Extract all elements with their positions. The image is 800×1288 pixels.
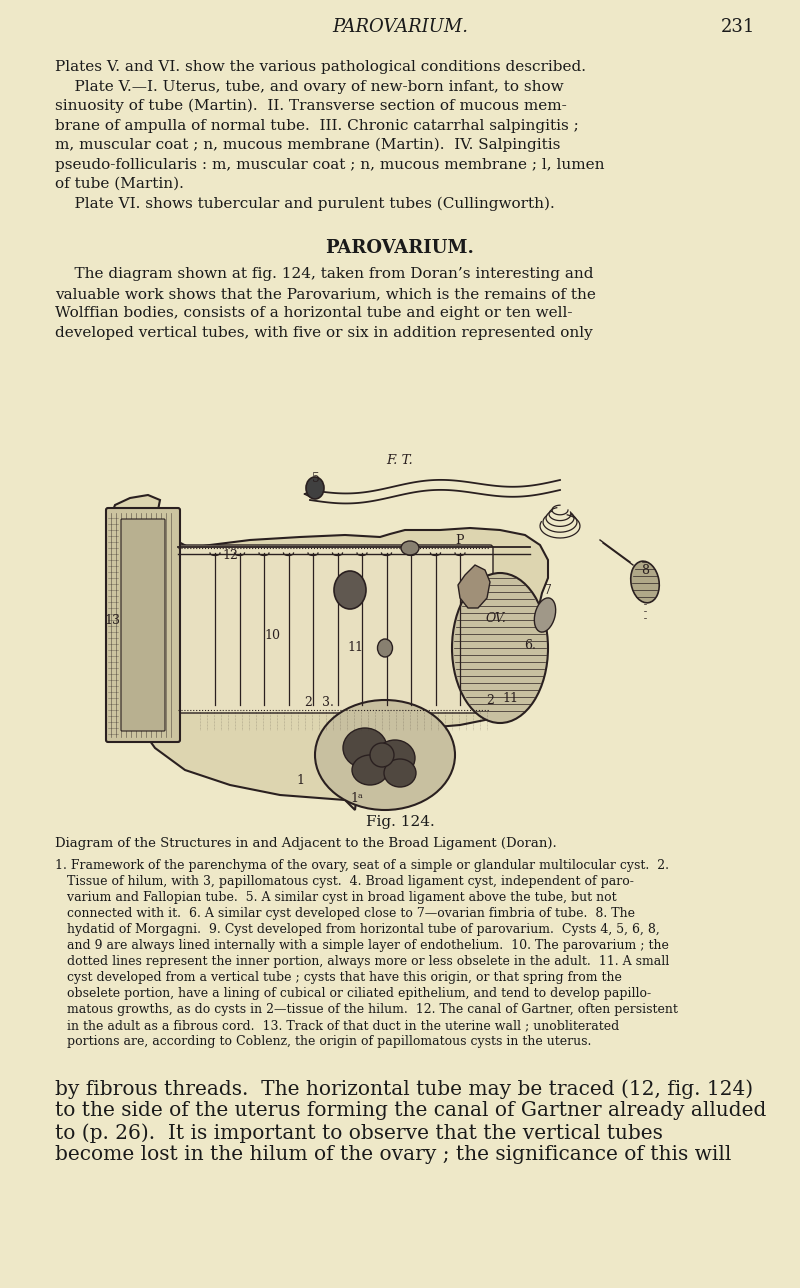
Ellipse shape <box>375 741 415 775</box>
Text: 6.: 6. <box>524 639 536 652</box>
Text: 2: 2 <box>304 696 312 708</box>
Text: m, muscular coat ; n, mucous membrane (Martin).  IV. Salpingitis: m, muscular coat ; n, mucous membrane (M… <box>55 138 560 152</box>
Polygon shape <box>110 495 548 810</box>
Text: 12: 12 <box>222 549 238 562</box>
Text: 231: 231 <box>721 18 755 36</box>
Ellipse shape <box>370 743 394 766</box>
Text: 10: 10 <box>264 629 280 641</box>
Text: Plate V.—I. Uterus, tube, and ovary of new-born infant, to show: Plate V.—I. Uterus, tube, and ovary of n… <box>55 80 564 94</box>
Ellipse shape <box>306 477 324 498</box>
Text: to the side of the uterus forming the canal of Gartner already alluded: to the side of the uterus forming the ca… <box>55 1101 766 1121</box>
Text: pseudo-follicularis : m, muscular coat ; n, mucous membrane ; l, lumen: pseudo-follicularis : m, muscular coat ;… <box>55 157 605 171</box>
Text: 1ᵃ: 1ᵃ <box>350 792 363 805</box>
Text: F. T.: F. T. <box>386 453 414 466</box>
Text: Plates V. and VI. show the various pathological conditions described.: Plates V. and VI. show the various patho… <box>55 61 586 73</box>
Ellipse shape <box>378 639 393 657</box>
Text: developed vertical tubes, with five or six in addition represented only: developed vertical tubes, with five or s… <box>55 326 593 340</box>
Text: by fibrous threads.  The horizontal tube may be traced (12, fig. 124): by fibrous threads. The horizontal tube … <box>55 1079 753 1099</box>
Text: 8: 8 <box>641 564 649 577</box>
Text: PAROVARIUM.: PAROVARIUM. <box>326 240 474 258</box>
Ellipse shape <box>343 728 387 768</box>
Text: dotted lines represent the inner portion, always more or less obselete in the ad: dotted lines represent the inner portion… <box>55 954 670 969</box>
Text: 7: 7 <box>544 583 552 596</box>
Text: 11: 11 <box>502 692 518 705</box>
Ellipse shape <box>352 755 388 784</box>
Text: matous growths, as do cysts in 2—tissue of the hilum.  12. The canal of Gartner,: matous growths, as do cysts in 2—tissue … <box>55 1003 678 1016</box>
Text: to (p. 26).  It is important to observe that the vertical tubes: to (p. 26). It is important to observe t… <box>55 1123 663 1142</box>
Ellipse shape <box>315 699 455 810</box>
Text: varium and Fallopian tube.  5. A similar cyst in broad ligament above the tube, : varium and Fallopian tube. 5. A similar … <box>55 891 617 904</box>
Ellipse shape <box>630 562 659 603</box>
Ellipse shape <box>452 573 548 723</box>
Text: Diagram of the Structures in and Adjacent to the Broad Ligament (Doran).: Diagram of the Structures in and Adjacen… <box>55 837 557 850</box>
Text: Plate VI. shows tubercular and purulent tubes (Cullingworth).: Plate VI. shows tubercular and purulent … <box>55 197 554 211</box>
Ellipse shape <box>534 598 556 632</box>
Text: 11: 11 <box>347 640 363 653</box>
Text: hydatid of Morgagni.  9. Cyst developed from horizontal tube of parovarium.  Cys: hydatid of Morgagni. 9. Cyst developed f… <box>55 923 660 936</box>
Polygon shape <box>458 565 490 608</box>
Text: in the adult as a fibrous cord.  13. Track of that duct in the uterine wall ; un: in the adult as a fibrous cord. 13. Trac… <box>55 1019 619 1032</box>
Text: Wolffian bodies, consists of a horizontal tube and eight or ten well-: Wolffian bodies, consists of a horizonta… <box>55 307 573 321</box>
Text: of tube (Martin).: of tube (Martin). <box>55 176 184 191</box>
Text: OV.: OV. <box>486 612 506 625</box>
Text: 3.: 3. <box>322 696 334 708</box>
Text: and 9 are always lined internally with a simple layer of endothelium.  10. The p: and 9 are always lined internally with a… <box>55 939 669 952</box>
Text: cyst developed from a vertical tube ; cysts that have this origin, or that sprin: cyst developed from a vertical tube ; cy… <box>55 971 622 984</box>
Ellipse shape <box>334 571 366 609</box>
Text: become lost in the hilum of the ovary ; the significance of this will: become lost in the hilum of the ovary ; … <box>55 1145 731 1164</box>
Ellipse shape <box>401 541 419 555</box>
FancyBboxPatch shape <box>175 545 493 714</box>
Text: connected with it.  6. A similar cyst developed close to 7—ovarian fimbria of tu: connected with it. 6. A similar cyst dev… <box>55 907 635 920</box>
Text: portions are, according to Coblenz, the origin of papillomatous cysts in the ute: portions are, according to Coblenz, the … <box>55 1036 591 1048</box>
Text: 2: 2 <box>486 693 494 707</box>
Ellipse shape <box>384 759 416 787</box>
Text: 5: 5 <box>312 471 320 484</box>
Text: sinuosity of tube (Martin).  II. Transverse section of mucous mem-: sinuosity of tube (Martin). II. Transver… <box>55 99 566 113</box>
Text: 13: 13 <box>104 613 120 626</box>
Text: Tissue of hilum, with 3, papillomatous cyst.  4. Broad ligament cyst, independen: Tissue of hilum, with 3, papillomatous c… <box>55 875 634 887</box>
Text: PAROVARIUM.: PAROVARIUM. <box>332 18 468 36</box>
Text: obselete portion, have a lining of cubical or ciliated epithelium, and tend to d: obselete portion, have a lining of cubic… <box>55 987 651 999</box>
Text: valuable work shows that the Parovarium, which is the remains of the: valuable work shows that the Parovarium,… <box>55 287 596 301</box>
FancyBboxPatch shape <box>106 507 180 742</box>
FancyBboxPatch shape <box>121 519 165 732</box>
Text: 1: 1 <box>296 774 304 787</box>
Text: P: P <box>456 533 464 546</box>
Text: brane of ampulla of normal tube.  III. Chronic catarrhal salpingitis ;: brane of ampulla of normal tube. III. Ch… <box>55 118 578 133</box>
Text: 1. Framework of the parenchyma of the ovary, seat of a simple or glandular multi: 1. Framework of the parenchyma of the ov… <box>55 859 669 872</box>
Text: The diagram shown at fig. 124, taken from Doran’s interesting and: The diagram shown at fig. 124, taken fro… <box>55 268 594 281</box>
Text: Fig. 124.: Fig. 124. <box>366 815 434 829</box>
